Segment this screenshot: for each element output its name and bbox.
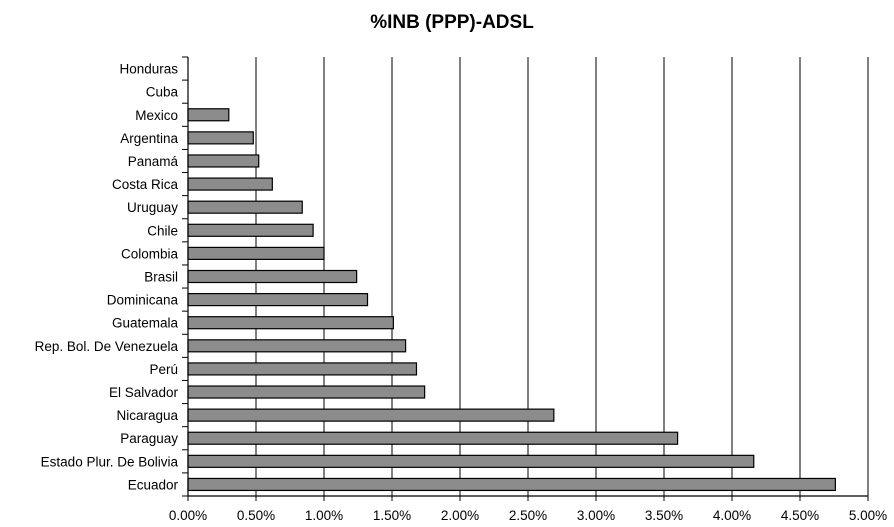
y-category-label: Panamá bbox=[128, 154, 179, 169]
axes bbox=[182, 56, 869, 501]
y-category-label: Paraguay bbox=[120, 431, 178, 446]
chart-title: %INB (PPP)-ADSL bbox=[370, 12, 534, 33]
x-tick-label: 0.00% bbox=[169, 508, 207, 523]
y-category-label: Cuba bbox=[146, 85, 179, 100]
x-tick-label: 1.50% bbox=[373, 508, 411, 523]
y-category-label: Guatemala bbox=[112, 316, 179, 331]
x-tick-label: 2.50% bbox=[509, 508, 547, 523]
bar-el-salvador bbox=[187, 385, 426, 399]
bar-uruguay bbox=[187, 200, 303, 214]
bars bbox=[187, 108, 836, 492]
y-category-label: Perú bbox=[149, 362, 178, 377]
y-axis-labels: Honduras Cuba Mexico Argentina Panamá Costa R… bbox=[35, 62, 179, 493]
x-tick-label: 2.00% bbox=[441, 508, 479, 523]
y-category-label: Estado Plur. De Bolivia bbox=[41, 454, 179, 469]
x-tick-label: 3.00% bbox=[577, 508, 615, 523]
x-axis-labels: 0.00% 0.50% 1.00% 1.50% 2.00% 2.50% 3.00% 3.50%… bbox=[169, 508, 887, 523]
y-category-label: Nicaragua bbox=[116, 408, 178, 423]
y-category-label: Colombia bbox=[121, 246, 179, 261]
x-tick-label: 0.50% bbox=[237, 508, 275, 523]
y-category-label: Rep. Bol. De Venezuela bbox=[35, 339, 179, 354]
bar-dominicana bbox=[187, 293, 369, 307]
bar-paraguay bbox=[187, 431, 679, 445]
bar-ecuador bbox=[187, 477, 836, 492]
x-tick-label: 4.50% bbox=[781, 508, 819, 523]
bar-nicaragua bbox=[187, 408, 555, 422]
bar-brasil bbox=[187, 269, 358, 284]
bar-mexico bbox=[187, 108, 230, 122]
bar-per- bbox=[187, 362, 418, 376]
y-category-label: Chile bbox=[147, 223, 178, 238]
y-category-label: Ecuador bbox=[128, 477, 179, 492]
y-category-label: Argentina bbox=[120, 131, 178, 146]
y-category-label: Uruguay bbox=[127, 200, 178, 215]
bar-costa-rica bbox=[187, 177, 273, 191]
y-category-label: Brasil bbox=[144, 270, 178, 285]
y-category-label: Dominicana bbox=[107, 293, 179, 308]
gridlines bbox=[255, 57, 869, 496]
y-category-label: El Salvador bbox=[109, 385, 179, 400]
y-category-label: Costa Rica bbox=[112, 177, 179, 192]
bar-guatemala bbox=[187, 316, 394, 330]
y-category-label: Mexico bbox=[135, 108, 178, 123]
bar-panam- bbox=[187, 154, 260, 168]
x-tick-label: 5.00% bbox=[849, 508, 887, 523]
bar-estado-plur-de-bolivia bbox=[187, 454, 755, 468]
x-tick-label: 4.00% bbox=[713, 508, 751, 523]
bar-argentina bbox=[187, 131, 254, 145]
x-tick-label: 3.50% bbox=[645, 508, 683, 523]
bar-colombia bbox=[187, 246, 325, 260]
y-category-label: Honduras bbox=[119, 62, 178, 77]
bar-chile bbox=[187, 223, 314, 237]
bar-rep-bol-de-venezuela bbox=[187, 339, 407, 353]
x-tick-label: 1.00% bbox=[305, 508, 343, 523]
